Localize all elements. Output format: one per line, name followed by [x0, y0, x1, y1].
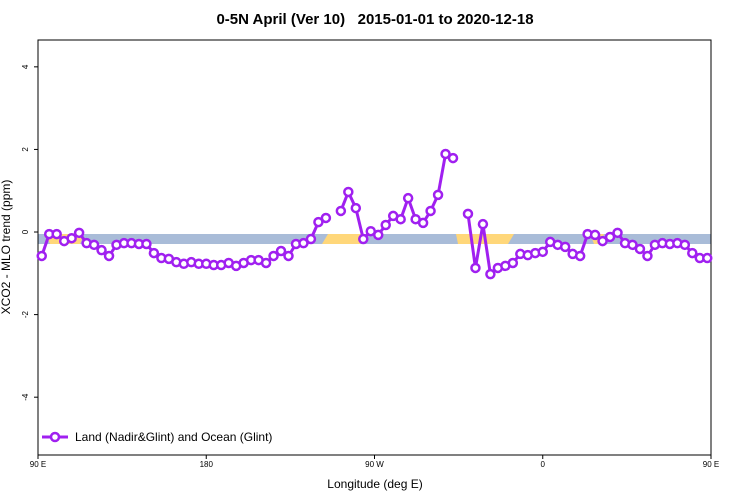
data-point: [537, 246, 548, 258]
data-point: [141, 238, 152, 250]
data-point: [320, 212, 332, 224]
data-point: [447, 152, 459, 164]
chart-title: 0-5N April (Ver 10) 2015-01-01 to 2020-1…: [216, 11, 533, 28]
data-point: [574, 250, 586, 262]
data-point: [283, 250, 294, 262]
data-point: [313, 216, 324, 228]
x-tick-label: 0: [541, 460, 546, 469]
x-tick-label: 90 E: [30, 460, 46, 469]
y-tick-label: 4: [21, 64, 30, 69]
data-point: [305, 233, 317, 245]
data-point: [477, 218, 489, 230]
data-point: [702, 252, 713, 264]
data-point: [485, 268, 496, 280]
x-tick-label: 90 W: [365, 460, 384, 469]
data-point: [432, 189, 444, 201]
y-tick-label: -4: [21, 393, 30, 401]
data-point: [36, 250, 47, 262]
x-tick-label: 90 E: [703, 460, 719, 469]
data-point: [96, 244, 107, 256]
data-point: [66, 232, 77, 244]
data-point: [148, 247, 160, 259]
data-point: [470, 262, 481, 274]
data-point: [372, 229, 384, 241]
data-point: [103, 250, 115, 262]
y-axis-label: XCO2 - MLO trend (ppm): [0, 180, 13, 315]
data-point: [51, 228, 62, 240]
data-line: [40, 152, 708, 276]
data-point: [604, 231, 616, 243]
data-point: [73, 227, 85, 239]
data-point: [395, 213, 406, 225]
data-point: [358, 233, 369, 245]
data-point: [402, 192, 414, 204]
data-point: [343, 186, 354, 198]
x-tick-label: 180: [200, 460, 214, 469]
data-point: [298, 237, 309, 249]
data-point: [462, 208, 474, 220]
data-point: [634, 243, 646, 255]
land-band: [322, 234, 364, 244]
data-point: [612, 227, 623, 239]
data-point: [335, 205, 347, 217]
y-tick-label: 2: [21, 147, 30, 152]
y-tick-label: -2: [21, 311, 30, 319]
data-point: [350, 202, 362, 214]
legend-marker: [49, 431, 61, 443]
x-axis-label: Longitude (deg E): [327, 477, 422, 491]
y-tick-label: 0: [21, 229, 30, 234]
ocean-band: [38, 234, 711, 244]
data-point: [88, 239, 100, 251]
data-point: [507, 257, 519, 269]
data-point: [642, 250, 653, 262]
legend-label: Land (Nadir&Glint) and Ocean (Glint): [75, 430, 272, 444]
data-point: [425, 205, 436, 217]
data-point: [597, 235, 608, 247]
data-point: [417, 217, 429, 229]
data-point: [440, 148, 451, 160]
data-point: [679, 239, 691, 251]
data-point: [380, 219, 391, 231]
data-point: [687, 247, 698, 259]
data-point: [260, 257, 272, 269]
data-point: [559, 241, 571, 253]
data-point: [627, 239, 638, 251]
data-point: [268, 250, 279, 262]
data-point: [275, 245, 287, 257]
data-point: [589, 229, 601, 241]
